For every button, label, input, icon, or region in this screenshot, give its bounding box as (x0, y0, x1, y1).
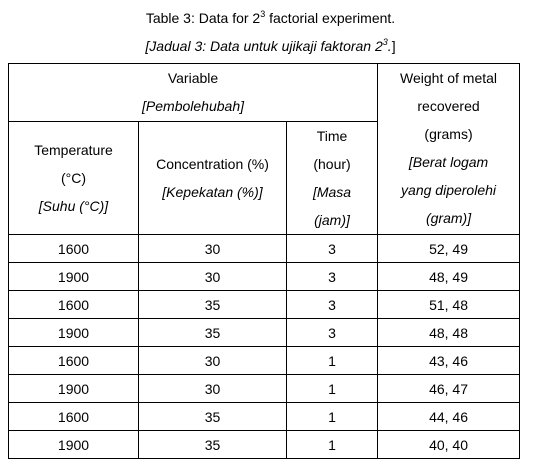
table-row: 1900 35 1 40, 40 (8, 430, 521, 459)
time-cell: 1 (285, 430, 379, 459)
variable-header: Variable [Pembolehubah] (7, 63, 379, 122)
concentration-header-label-malay: [Kepekatan (%)] (162, 184, 263, 200)
weight-header-line: recovered (417, 98, 480, 114)
concentration-header: Concentration (%) [Kepekatan (%)] (138, 121, 287, 235)
temperature-cell: 1600 (8, 234, 139, 263)
table-caption-english: Table 3: Data for 23 factorial experimen… (0, 9, 541, 27)
time-cell: 3 (285, 262, 379, 291)
weight-cell: 44, 46 (377, 402, 521, 431)
time-cell: 1 (285, 402, 379, 431)
time-cell: 3 (285, 318, 379, 347)
temperature-header: Temperature (°C) [Suhu (°C)] (8, 121, 139, 235)
time-cell: 3 (285, 290, 379, 319)
concentration-cell: 35 (138, 402, 287, 431)
table-row: 1600 35 3 51, 48 (8, 290, 521, 319)
caption-english-exponent: 3 (260, 9, 266, 19)
temperature-cell: 1900 (8, 374, 139, 403)
caption-malay-suffix: . (387, 38, 392, 54)
concentration-cell: 30 (138, 234, 287, 263)
time-header-malay-line: (jam)] (314, 212, 350, 228)
caption-malay-exponent: 3 (382, 37, 388, 47)
concentration-cell: 30 (138, 346, 287, 375)
concentration-cell: 30 (138, 262, 287, 291)
variable-header-label: Variable (167, 70, 219, 86)
variable-header-label-malay: [Pembolehubah] (142, 98, 244, 114)
temperature-header-label: Temperature (34, 142, 113, 158)
caption-malay-prefix: [Jadual 3: Data untuk ujikaji faktoran 2 (145, 38, 383, 54)
time-header: Time (hour) [Masa (jam)] (285, 121, 379, 235)
weight-cell: 48, 49 (377, 262, 521, 291)
table-row: 1600 30 1 43, 46 (8, 346, 521, 375)
temperature-header-unit: (°C) (60, 170, 87, 186)
concentration-header-label: Concentration (%) (156, 156, 269, 172)
weight-cell: 40, 40 (377, 430, 521, 459)
concentration-cell: 35 (138, 290, 287, 319)
weight-header-line: (grams) (424, 126, 473, 142)
weight-cell: 52, 49 (377, 234, 521, 263)
temperature-cell: 1600 (8, 402, 139, 431)
weight-cell: 48, 48 (377, 318, 521, 347)
weight-header-malay-line: yang diperolehi (401, 182, 497, 198)
concentration-cell: 35 (138, 318, 287, 347)
time-cell: 3 (285, 234, 379, 263)
table-row: 1600 30 3 52, 49 (8, 234, 521, 263)
time-header-unit: (hour) (313, 156, 351, 172)
time-header-label: Time (316, 128, 348, 144)
concentration-cell: 30 (138, 374, 287, 403)
table-row: 1600 35 1 44, 46 (8, 402, 521, 431)
caption-english-prefix: Table 3: Data for 2 (145, 10, 261, 26)
weight-cell: 43, 46 (377, 346, 521, 375)
weight-header: Weight of metal recovered (grams) [Berat… (377, 63, 521, 235)
temperature-cell: 1900 (8, 430, 139, 459)
table-row: 1900 35 3 48, 48 (8, 318, 521, 347)
concentration-cell: 35 (138, 430, 287, 459)
temperature-cell: 1900 (8, 318, 139, 347)
time-cell: 1 (285, 346, 379, 375)
factorial-data-table: Variable [Pembolehubah] Weight of metal … (7, 63, 521, 459)
caption-malay-close-bracket: ] (391, 38, 396, 54)
caption-english-suffix: factorial experiment. (265, 10, 396, 26)
temperature-cell: 1600 (8, 346, 139, 375)
table-caption-malay: [Jadual 3: Data untuk ujikaji faktoran 2… (0, 37, 541, 55)
table-row: 1900 30 3 48, 49 (8, 262, 521, 291)
time-cell: 1 (285, 374, 379, 403)
temperature-cell: 1600 (8, 290, 139, 319)
weight-cell: 51, 48 (377, 290, 521, 319)
weight-header-malay-line: [Berat logam (408, 154, 489, 170)
weight-header-line: Weight of metal (400, 70, 498, 86)
time-header-malay-line: [Masa (312, 184, 352, 200)
temperature-cell: 1900 (8, 262, 139, 291)
temperature-header-label-malay: [Suhu (°C)] (38, 198, 109, 214)
weight-cell: 46, 47 (377, 374, 521, 403)
table-row: 1900 30 1 46, 47 (8, 374, 521, 403)
weight-header-malay-line: (gram)] (425, 210, 472, 226)
